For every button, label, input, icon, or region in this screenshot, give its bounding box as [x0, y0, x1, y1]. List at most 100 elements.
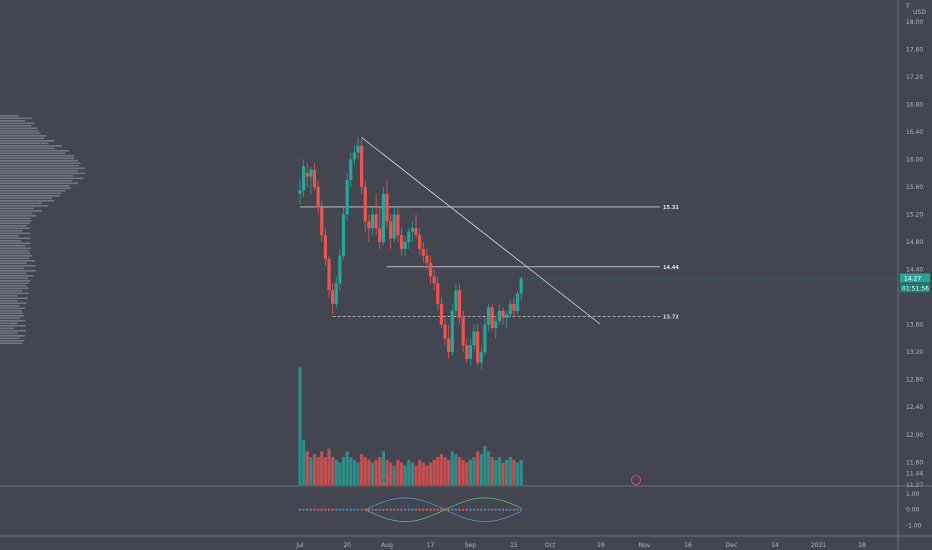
osc-dot: [491, 508, 494, 511]
osc-dot: [501, 508, 505, 511]
osc-dot: [436, 508, 439, 511]
candle-body: [323, 235, 327, 260]
candle-body: [454, 290, 458, 311]
profile-bar: [0, 182, 79, 185]
osc-dot: [371, 508, 374, 511]
candle-body: [414, 228, 418, 236]
profile-bar: [0, 145, 63, 147]
candle-body: [298, 190, 302, 194]
profile-bar: [0, 217, 31, 220]
trendline[interactable]: [361, 137, 601, 325]
volume-bar: [316, 457, 320, 485]
volume-bar: [378, 457, 382, 485]
oscillator-pane: [0, 497, 898, 522]
profile-bar: [0, 215, 37, 217]
profile-bar: [0, 272, 27, 275]
osc-dot: [327, 508, 331, 511]
profile-bar: [0, 245, 25, 247]
volume-bar: [338, 462, 342, 485]
candle-body: [385, 193, 389, 222]
profile-bar: [0, 325, 26, 327]
profile-bar: [0, 307, 25, 310]
time-axis[interactable]: Jul 20 Aug 17 Sep 15 Oct 19 Nov 16 Dec 14 2021 18: [295, 542, 866, 549]
volume-bar: [479, 454, 483, 485]
time-tick-label: 14: [771, 542, 779, 549]
profile-bar: [0, 162, 81, 165]
profile-bar: [0, 117, 33, 120]
volume-bar: [305, 451, 309, 485]
candle-body: [490, 307, 494, 329]
osc-dot: [469, 508, 472, 511]
profile-bar: [0, 225, 27, 227]
time-tick-label: 2021: [811, 542, 826, 549]
candle-body: [363, 186, 367, 222]
osc-dot: [425, 508, 429, 511]
profile-bar: [0, 290, 23, 292]
volume-bar: [494, 459, 498, 485]
osc-dot: [335, 508, 338, 511]
profile-bar: [0, 337, 20, 340]
price-tick-label: 12.00: [906, 432, 923, 439]
profile-bar: [0, 207, 34, 210]
profile-bar: [0, 275, 34, 277]
osc-dot: [356, 508, 360, 511]
price-axis[interactable]: 18.00 17.60 17.20 16.80 16.40 16.00 15.60 15.20…: [900, 19, 930, 530]
price-tick-label: 14.40: [906, 267, 923, 274]
price-tick-label: 13.60: [906, 322, 923, 329]
volume-bar: [334, 459, 338, 485]
osc-dot: [476, 508, 479, 511]
time-tick-label: Nov: [639, 542, 651, 549]
osc-tick-label: 1.00: [906, 491, 920, 498]
profile-bar: [0, 192, 62, 195]
profile-bar: [0, 295, 18, 297]
osc-dot: [505, 508, 508, 511]
candle-body: [428, 262, 433, 277]
osc-dot: [451, 508, 454, 511]
volume-bar: [457, 457, 462, 485]
horizontal-levels[interactable]: [300, 206, 898, 317]
profile-bar: [0, 335, 26, 337]
profile-bar: [0, 122, 35, 125]
profile-bar: [0, 130, 39, 132]
profile-bar: [0, 235, 20, 237]
osc-dot: [509, 508, 512, 511]
osc-dot: [309, 508, 312, 511]
profile-bar: [0, 300, 18, 302]
volume-profile: [0, 115, 86, 345]
volume-bar: [490, 457, 494, 485]
volume-bar: [323, 457, 327, 485]
profile-bar: [0, 212, 32, 215]
candle-body: [418, 235, 422, 249]
scale-toggle-label[interactable]: T: [905, 3, 910, 10]
candle-body: [345, 180, 349, 215]
candle-body: [483, 324, 487, 353]
price-tick-label: 12.40: [906, 404, 923, 411]
candle-body: [515, 293, 520, 311]
candle-body: [476, 331, 480, 363]
event-markers[interactable]: [379, 475, 641, 485]
price-tick-label: 15.20: [906, 211, 923, 218]
last-price-badge: [900, 273, 930, 283]
time-tick-label: Sep: [465, 542, 477, 549]
price-tick-label: 18.00: [906, 19, 923, 26]
candle-body: [472, 331, 476, 346]
volume-bar: [512, 459, 516, 485]
volume-bar: [360, 454, 364, 485]
time-tick-label: Oct: [545, 542, 556, 549]
profile-bar: [0, 282, 29, 285]
profile-bar: [0, 287, 29, 290]
level-label: 14.44: [663, 265, 679, 271]
volume-bar: [410, 462, 414, 485]
profile-bar: [0, 317, 21, 320]
currency-label: USD: [913, 9, 926, 16]
candle-body: [392, 214, 396, 239]
osc-dot: [458, 508, 461, 511]
candle-body: [486, 307, 491, 325]
profile-bar: [0, 115, 20, 117]
profile-bar: [0, 205, 49, 207]
price-tick-label: 11.60: [906, 459, 923, 466]
candle-body: [425, 255, 429, 263]
volume-bar: [345, 451, 349, 485]
osc-dot: [331, 508, 334, 511]
